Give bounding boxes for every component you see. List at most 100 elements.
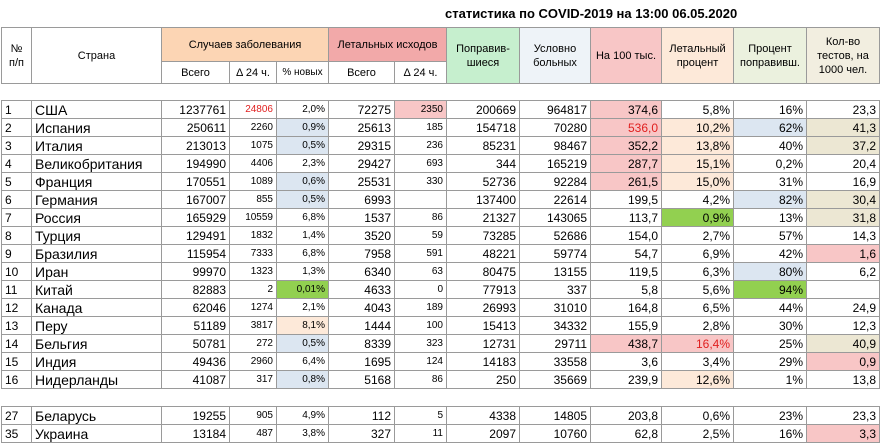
table-cell: 7333: [229, 244, 277, 263]
table-cell: 5,8: [590, 280, 662, 299]
country-cell: Канада: [31, 298, 162, 317]
table-cell: 2,3%: [276, 154, 329, 173]
header-cell: Случаев заболевания: [161, 27, 329, 62]
header-cell: % новых: [276, 61, 329, 84]
table-cell: 12,6%: [661, 370, 734, 389]
table-cell: 10559: [229, 208, 277, 227]
table-cell: 31010: [519, 298, 591, 317]
table-cell: 0,2%: [733, 154, 807, 173]
table-cell: 80%: [733, 262, 807, 281]
table-cell: 330: [394, 172, 447, 191]
table-cell: 2: [1, 118, 32, 137]
table-cell: 855: [229, 190, 277, 209]
table-cell: 26993: [446, 298, 520, 317]
table-cell: 143065: [519, 208, 591, 227]
table-cell: 287,7: [590, 154, 662, 173]
table-cell: 1832: [229, 226, 277, 245]
table-cell: 165219: [519, 154, 591, 173]
table-cell: 2350: [394, 100, 447, 119]
table-cell: 24806: [229, 100, 277, 119]
table-cell: 16%: [733, 424, 807, 443]
header-cell: Δ 24 ч.: [394, 61, 447, 84]
table-cell: 73285: [446, 226, 520, 245]
table-cell: 10: [1, 262, 32, 281]
table-cell: 6,3%: [661, 262, 734, 281]
table-cell: 33558: [519, 352, 591, 371]
header-cell: Всего: [161, 61, 230, 84]
table-cell: 0,5%: [276, 190, 329, 209]
table-cell: 29315: [328, 136, 395, 155]
table-cell: 54,7: [590, 244, 662, 263]
table-cell: 155,9: [590, 316, 662, 335]
table-cell: 62,8: [590, 424, 662, 443]
table-cell: 0,9%: [661, 208, 734, 227]
header-cell: Процент поправивш.: [733, 27, 807, 84]
table-cell: 1274: [229, 298, 277, 317]
country-cell: Беларусь: [31, 406, 162, 425]
header-cell: Летальных исходов: [328, 27, 447, 62]
table-cell: 7: [1, 208, 32, 227]
table-cell: 0,9%: [276, 118, 329, 137]
table-cell: 35: [1, 424, 32, 443]
table-cell: 6,2: [806, 262, 880, 281]
table-cell: 30,4: [806, 190, 880, 209]
table-row: 1 США 1237761 24806 2,0% 72275 2350 200669 96481…: [1, 100, 880, 119]
table-cell: 6,8%: [276, 208, 329, 227]
table-cell: 25531: [328, 172, 395, 191]
table-cell: 189: [394, 298, 447, 317]
header-cell: Δ 24 ч.: [229, 61, 277, 84]
table-row: 27 Беларусь 19255 905 4,9% 112 5 4338 14805 203,8…: [1, 406, 880, 425]
table-cell: 22614: [519, 190, 591, 209]
table-cell: 41087: [161, 370, 230, 389]
header-cell: Страна: [31, 27, 162, 84]
table-cell: 15: [1, 352, 32, 371]
table-header: № п/п Страна Случаев заболевания Летальн…: [1, 27, 880, 84]
table-cell: 119,5: [590, 262, 662, 281]
table-cell: 0,5%: [276, 136, 329, 155]
table-cell: 250611: [161, 118, 230, 137]
table-cell: 86: [394, 370, 447, 389]
table-cell: 10,2%: [661, 118, 734, 137]
table-cell: 4338: [446, 406, 520, 425]
table-cell: 213013: [161, 136, 230, 155]
table-row: 35 Украина 13184 487 3,8% 327 11 2097 10760 62,8 2…: [1, 424, 880, 443]
table-cell: 100: [394, 316, 447, 335]
table-cell: 57%: [733, 226, 807, 245]
table-cell: 16%: [733, 100, 807, 119]
country-cell: Нидерланды: [31, 370, 162, 389]
table-cell: 62046: [161, 298, 230, 317]
table-cell: 3817: [229, 316, 277, 335]
table-cell: 16: [1, 370, 32, 389]
table-cell: 29%: [733, 352, 807, 371]
table-cell: 5168: [328, 370, 395, 389]
table-body: 1 США 1237761 24806 2,0% 72275 2350 200669 96481…: [1, 100, 880, 389]
table-cell: 98467: [519, 136, 591, 155]
table-cell: 1695: [328, 352, 395, 371]
table-cell: 344: [446, 154, 520, 173]
table-row: 15 Индия 49436 2960 6,4% 1695 124 14183 33558 3,6…: [1, 352, 880, 371]
table-cell: 14805: [519, 406, 591, 425]
table-cell: 199,5: [590, 190, 662, 209]
table-cell: 82883: [161, 280, 230, 299]
table-cell: 37,2: [806, 136, 880, 155]
table-cell: 4633: [328, 280, 395, 299]
table-cell: 10760: [519, 424, 591, 443]
country-cell: Россия: [31, 208, 162, 227]
table-cell: 4,9%: [276, 406, 329, 425]
table-cell: 203,8: [590, 406, 662, 425]
table-row: 3 Италия 213013 1075 0,5% 29315 236 85231 98467 3…: [1, 136, 880, 155]
table-cell: 1537: [328, 208, 395, 227]
table-cell: 3,8%: [276, 424, 329, 443]
table-cell: 536,0: [590, 118, 662, 137]
table-cell: 3: [1, 136, 32, 155]
table-cell: 154,0: [590, 226, 662, 245]
table-cell: 31%: [733, 172, 807, 191]
table-cell: 8: [1, 226, 32, 245]
table-cell: 80475: [446, 262, 520, 281]
table-cell: 272: [229, 334, 277, 353]
table-cell: 42%: [733, 244, 807, 263]
table-cell: 30%: [733, 316, 807, 335]
table-cell: 13: [1, 316, 32, 335]
table-cell: [806, 280, 880, 299]
table-row: 5 Франция 170551 1089 0,6% 25531 330 52736 92284…: [1, 172, 880, 191]
